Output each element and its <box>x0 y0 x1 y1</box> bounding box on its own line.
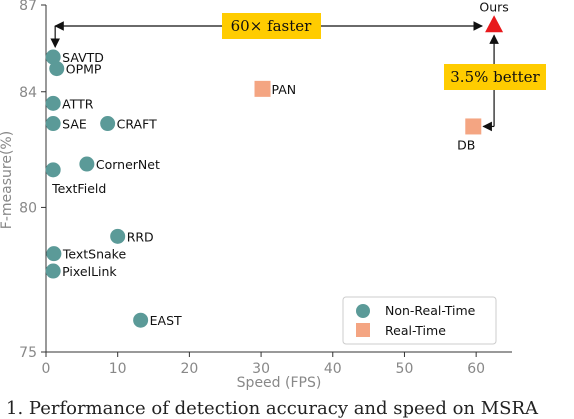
point-label-cornernet: CornerNet <box>96 157 160 172</box>
y-tick-label-87: 87 <box>19 0 37 14</box>
y-tick-label-84: 84 <box>19 85 37 101</box>
point-label-textsnake: TextSnake <box>62 247 127 262</box>
point-label-pan: PAN <box>272 82 297 97</box>
x-tick-label-30: 30 <box>252 361 270 377</box>
axis-ticks <box>41 4 477 357</box>
point-cornernet <box>79 156 95 172</box>
point-label-db: DB <box>457 137 475 152</box>
speed-annotation-box <box>222 13 321 39</box>
point-sae <box>45 116 61 132</box>
legend-marker-non-real-time <box>356 304 370 318</box>
scatter-chart: 0 10 20 30 40 50 60 75 80 84 87 Speed (FPS) F-meas… <box>0 0 546 391</box>
point-east <box>133 312 149 328</box>
y-axis-title: F-measure(%) <box>0 131 15 229</box>
legend-label-real-time: Real-Time <box>385 323 446 338</box>
point-opmp <box>49 61 65 77</box>
x-tick-label-0: 0 <box>42 361 51 377</box>
point-textfield <box>45 162 61 178</box>
legend-frame <box>342 296 497 345</box>
point-textsnake <box>46 246 62 262</box>
legend-label-non-real-time: Non-Real-Time <box>385 303 476 318</box>
annotations: 60× faster 3.5% better <box>50 13 546 132</box>
point-pan <box>254 80 271 97</box>
axis-tick-labels: 0 10 20 30 40 50 60 75 80 84 87 <box>19 0 485 377</box>
y-tick-label-80: 80 <box>19 200 37 216</box>
accuracy-annotation-box <box>444 64 546 90</box>
point-label-textfield: TextField <box>51 181 106 196</box>
x-axis-title: Speed (FPS) <box>237 375 322 391</box>
data-points <box>45 15 504 328</box>
point-label-opmp: OPMP <box>66 62 102 77</box>
accuracy-annotation-text: 3.5% better <box>450 68 540 86</box>
point-craft <box>100 116 116 132</box>
legend-marker-real-time <box>356 323 370 337</box>
point-label-rrd: RRD <box>127 229 154 244</box>
x-tick-label-40: 40 <box>324 361 342 377</box>
point-label-savtd: SAVTD <box>62 50 104 65</box>
x-tick-label-20: 20 <box>180 361 198 377</box>
point-label-east: EAST <box>150 313 182 328</box>
x-tick-label-10: 10 <box>109 361 127 377</box>
point-ours <box>485 15 504 33</box>
point-savtd <box>45 49 61 65</box>
point-label-pixellink: PixelLink <box>62 264 117 279</box>
point-attr <box>45 95 61 111</box>
x-tick-label-60: 60 <box>467 361 485 377</box>
point-pixellink <box>45 263 61 279</box>
point-rrd <box>110 228 126 244</box>
figure-caption: 1. Performance of detection accuracy and… <box>6 398 539 419</box>
legend: Non-Real-Time Real-Time <box>342 296 497 345</box>
x-tick-label-50: 50 <box>396 361 414 377</box>
point-db <box>465 118 482 135</box>
point-label-attr: ATTR <box>62 96 94 111</box>
speed-annotation-text: 60× faster <box>231 17 313 35</box>
point-label-craft: CRAFT <box>117 117 157 132</box>
point-label-ours: Ours <box>479 0 508 14</box>
point-label-sae: SAE <box>62 117 87 132</box>
y-tick-label-75: 75 <box>19 345 37 361</box>
